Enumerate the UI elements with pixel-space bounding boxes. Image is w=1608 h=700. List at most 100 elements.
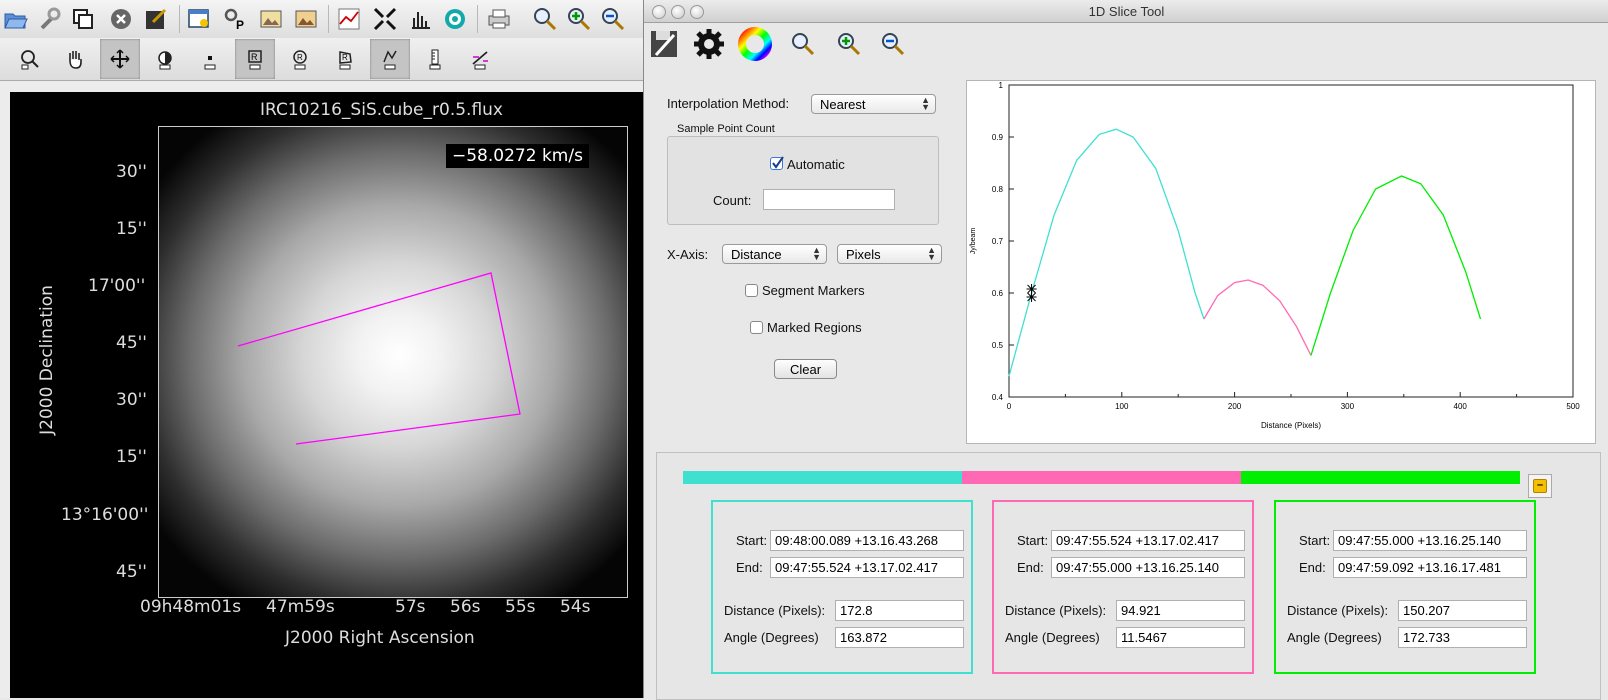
end-field[interactable]: 09:47:55.524 +13.17.02.417 bbox=[770, 557, 964, 578]
ra-tick: 55s bbox=[505, 597, 536, 617]
slice-chart-panel[interactable]: 0 100 200 300 400 500 0.4 0.5 0.6 0.7 0.8 0.9 1 Dista… bbox=[966, 80, 1596, 444]
copy-icon[interactable] bbox=[70, 6, 96, 32]
open-folder-icon[interactable] bbox=[3, 6, 29, 32]
x-tick-label: 100 bbox=[1115, 402, 1129, 411]
xaxis-label: X-Axis: bbox=[667, 247, 709, 262]
x-tick-label: 300 bbox=[1341, 402, 1355, 411]
close-window-button[interactable] bbox=[652, 5, 666, 19]
zoom-in-icon[interactable] bbox=[836, 31, 862, 57]
y-tick-label: 0.5 bbox=[992, 341, 1004, 350]
slice-chart[interactable]: 0 100 200 300 400 500 0.4 0.5 0.6 0.7 0.8 0.9 1 Dista… bbox=[967, 81, 1595, 443]
polyline-region[interactable] bbox=[159, 127, 627, 597]
point-tool-icon[interactable] bbox=[190, 39, 230, 79]
image-plot-area[interactable] bbox=[158, 126, 628, 598]
slice-polyline[interactable] bbox=[237, 272, 521, 445]
start-field[interactable]: 09:47:55.524 +13.17.02.417 bbox=[1051, 530, 1245, 551]
distance-label: Distance (Pixels): bbox=[1005, 603, 1107, 618]
print-icon[interactable] bbox=[486, 6, 512, 32]
main-toolbar: P bbox=[0, 0, 643, 39]
start-field[interactable]: 09:47:55.000 +13.16.25.140 bbox=[1333, 530, 1527, 551]
segment-markers-checkbox[interactable] bbox=[745, 284, 758, 297]
window-title: 1D Slice Tool bbox=[1088, 4, 1165, 19]
start-label: Start: bbox=[1299, 533, 1331, 548]
ellipse-region-icon[interactable]: R bbox=[280, 39, 320, 79]
zoom-icon[interactable] bbox=[790, 31, 816, 57]
zoom-in-icon[interactable] bbox=[566, 6, 592, 32]
segment-markers-label: Segment Markers bbox=[762, 283, 865, 298]
dec-tick: 30'' bbox=[116, 162, 147, 182]
interpolation-value: Nearest bbox=[820, 97, 866, 112]
spectrum-icon[interactable] bbox=[336, 6, 362, 32]
xaxis-value: Distance bbox=[731, 247, 782, 262]
svg-text:R: R bbox=[297, 53, 303, 62]
slice-tool-window: 1D Slice Tool Interpolation Method: Near… bbox=[643, 0, 1608, 700]
distance-label: Distance (Pixels): bbox=[724, 603, 826, 618]
distance-field[interactable]: 172.8 bbox=[835, 600, 964, 621]
mouse-tools-toolbar: R R R bbox=[0, 38, 643, 81]
segments-panel: – Start: 09:48:00.089 +13.16.43.268 End:… bbox=[656, 452, 1601, 700]
position-marker bbox=[1026, 284, 1037, 302]
distance-field[interactable]: 150.207 bbox=[1398, 600, 1527, 621]
y-tick-label: 0.9 bbox=[992, 133, 1004, 142]
ruler-icon[interactable] bbox=[415, 39, 455, 79]
sample-group-label: Sample Point Count bbox=[677, 123, 775, 135]
distance-field[interactable]: 94.921 bbox=[1116, 600, 1245, 621]
minimize-segments-button[interactable]: – bbox=[1528, 474, 1552, 498]
options-icon[interactable]: P bbox=[222, 6, 248, 32]
image-data-icon[interactable] bbox=[258, 6, 284, 32]
zoom-out-icon[interactable] bbox=[600, 6, 626, 32]
wrench-icon[interactable] bbox=[36, 6, 62, 32]
zoom-out-icon[interactable] bbox=[880, 31, 906, 57]
contrast-tool-icon[interactable] bbox=[145, 39, 185, 79]
angle-field[interactable]: 172.733 bbox=[1398, 627, 1527, 648]
image-canvas[interactable]: IRC10216_SiS.cube_r0.5.flux −58.0272 km/… bbox=[10, 92, 643, 698]
zoom-window-button[interactable] bbox=[690, 5, 704, 19]
count-field[interactable] bbox=[763, 189, 895, 210]
region-manager-icon[interactable] bbox=[186, 6, 212, 32]
slice-tool-icon[interactable] bbox=[460, 39, 500, 79]
angle-label: Angle (Degrees) bbox=[724, 630, 819, 645]
gear-icon[interactable] bbox=[692, 27, 726, 61]
minimize-window-button[interactable] bbox=[671, 5, 685, 19]
units-select[interactable]: Pixels ▲ ▼ bbox=[837, 244, 942, 264]
histogram-icon[interactable] bbox=[408, 6, 434, 32]
interpolation-select[interactable]: Nearest ▲ ▼ bbox=[811, 94, 936, 114]
pan-tool-icon[interactable] bbox=[55, 39, 95, 79]
shrink-icon[interactable] bbox=[372, 6, 398, 32]
target-icon[interactable] bbox=[442, 6, 468, 32]
select-arrows-icon: ▲ ▼ bbox=[812, 245, 821, 262]
dec-tick: 45'' bbox=[116, 333, 147, 353]
series-line-3 bbox=[1310, 175, 1482, 356]
x-tick-label: 500 bbox=[1566, 402, 1580, 411]
series-line-2 bbox=[1203, 279, 1312, 356]
clear-button[interactable]: Clear bbox=[774, 359, 837, 379]
end-field[interactable]: 09:47:55.000 +13.16.25.140 bbox=[1051, 557, 1245, 578]
xaxis-select[interactable]: Distance ▲ ▼ bbox=[722, 244, 827, 264]
start-field[interactable]: 09:48:00.089 +13.16.43.268 bbox=[770, 530, 964, 551]
rectangle-region-icon[interactable]: R bbox=[235, 39, 275, 79]
color-wheel-icon[interactable] bbox=[738, 27, 772, 61]
zoom-icon[interactable] bbox=[532, 6, 558, 32]
automatic-checkbox[interactable] bbox=[770, 156, 784, 170]
close-circle-icon[interactable] bbox=[108, 6, 134, 32]
x-tick-label: 200 bbox=[1228, 402, 1242, 411]
y-tick-label: 1 bbox=[999, 81, 1004, 90]
y-tick-label: 0.7 bbox=[992, 237, 1004, 246]
angle-field[interactable]: 163.872 bbox=[835, 627, 964, 648]
y-tick-label: 0.6 bbox=[992, 289, 1004, 298]
save-icon[interactable] bbox=[143, 6, 169, 32]
zoom-tool-icon[interactable] bbox=[10, 39, 50, 79]
count-label: Count: bbox=[713, 193, 752, 208]
end-field[interactable]: 09:47:59.092 +13.16.17.481 bbox=[1333, 557, 1527, 578]
segment-info-box: Start: 09:47:55.000 +13.16.25.140 End: 0… bbox=[1274, 500, 1536, 674]
polyline-region-icon[interactable] bbox=[370, 39, 410, 79]
polygon-region-icon[interactable]: R bbox=[325, 39, 365, 79]
crosshair-tool-icon[interactable] bbox=[100, 39, 140, 79]
automatic-label: Automatic bbox=[787, 157, 845, 172]
image-viewer-window: P R R R IRC10216_SiS.cube_r0.5.flux bbox=[0, 0, 643, 698]
save-icon[interactable] bbox=[648, 27, 682, 61]
dec-tick: 15'' bbox=[116, 219, 147, 239]
marked-regions-checkbox[interactable] bbox=[750, 321, 763, 334]
image-export-icon[interactable] bbox=[293, 6, 319, 32]
angle-field[interactable]: 11.5467 bbox=[1116, 627, 1245, 648]
